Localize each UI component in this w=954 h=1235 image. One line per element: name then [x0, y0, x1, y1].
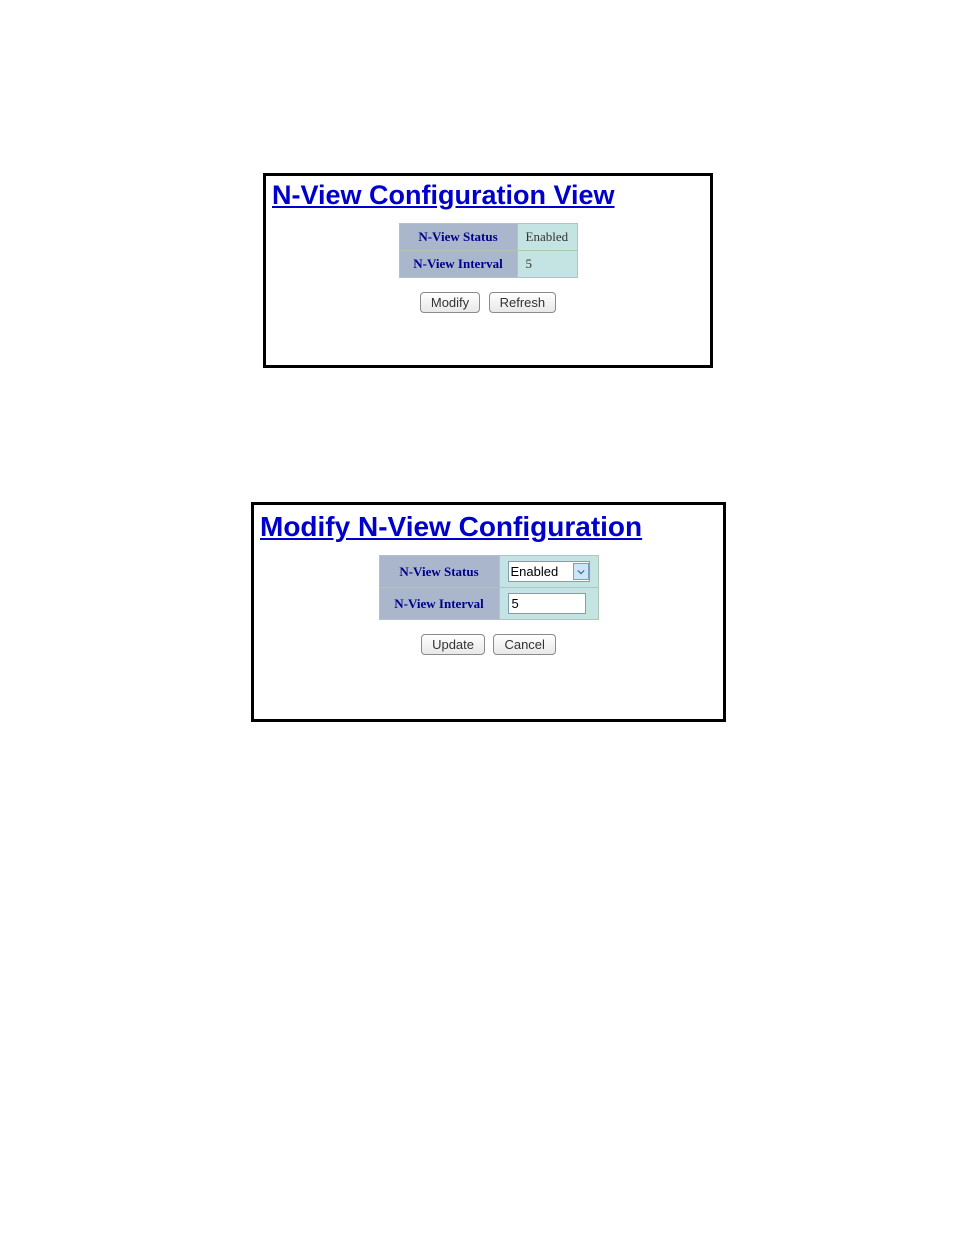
cancel-button[interactable]: Cancel	[493, 634, 555, 655]
config-view-buttons: Modify Refresh	[266, 292, 710, 313]
status-label: N-View Status	[399, 224, 517, 251]
config-view-table: N-View Status Enabled N-View Interval 5	[399, 223, 578, 278]
status-select[interactable]: Enabled	[508, 561, 590, 582]
modify-config-panel: Modify N-View Configuration N-View Statu…	[251, 502, 726, 722]
status-select-value: Enabled	[511, 564, 559, 579]
interval-input[interactable]	[508, 593, 586, 614]
interval-value: 5	[517, 251, 577, 278]
config-view-panel: N-View Configuration View N-View Status …	[263, 173, 713, 368]
table-row: N-View Interval 5	[399, 251, 577, 278]
modify-config-buttons: Update Cancel	[254, 634, 723, 655]
chevron-down-icon	[573, 563, 589, 580]
status-label-edit: N-View Status	[379, 556, 499, 588]
status-input-cell: Enabled	[499, 556, 598, 588]
modify-config-table: N-View Status Enabled N-View Interval	[379, 555, 599, 620]
interval-label: N-View Interval	[399, 251, 517, 278]
update-button[interactable]: Update	[421, 634, 485, 655]
refresh-button[interactable]: Refresh	[489, 292, 557, 313]
modify-button[interactable]: Modify	[420, 292, 480, 313]
table-row: N-View Interval	[379, 588, 598, 620]
status-value: Enabled	[517, 224, 577, 251]
interval-label-edit: N-View Interval	[379, 588, 499, 620]
table-row: N-View Status Enabled	[399, 224, 577, 251]
interval-input-cell	[499, 588, 598, 620]
modify-config-title: Modify N-View Configuration	[260, 511, 717, 543]
table-row: N-View Status Enabled	[379, 556, 598, 588]
config-view-title: N-View Configuration View	[272, 180, 704, 211]
